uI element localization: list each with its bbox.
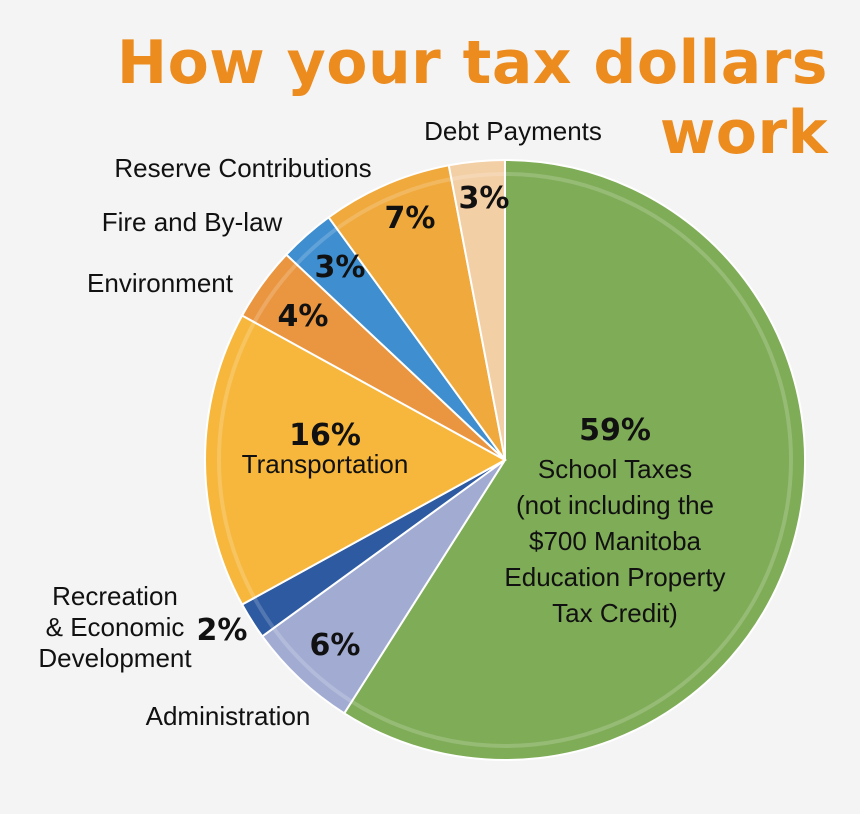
category-label-school-taxes-line-2: (not including the bbox=[516, 490, 714, 520]
percent-label-transportation: 16% bbox=[289, 418, 361, 453]
category-label-debt-line-1: Debt Payments bbox=[424, 116, 602, 146]
pie-slice-reserve bbox=[327, 164, 506, 461]
category-label-school-taxes-line-1: School Taxes bbox=[538, 454, 692, 484]
percent-label-recreation: 2% bbox=[197, 613, 248, 648]
category-label-administration-line-1: Administration bbox=[146, 701, 311, 731]
category-label-transportation-line-1: Transportation bbox=[242, 449, 409, 479]
category-label-school-taxes-line-3: $700 Manitoba bbox=[529, 526, 702, 556]
pie-inner-ring bbox=[217, 172, 793, 748]
category-label-environment-line-1: Environment bbox=[87, 268, 234, 298]
category-label-fire-bylaw-line-1: Fire and By-law bbox=[102, 207, 283, 237]
percent-label-administration: 6% bbox=[310, 628, 361, 663]
chart-title: How your tax dollars work bbox=[116, 28, 828, 168]
percent-label-environment: 4% bbox=[278, 299, 329, 334]
percent-label-fire-bylaw: 3% bbox=[315, 250, 366, 285]
percent-label-reserve: 7% bbox=[385, 201, 436, 236]
category-label-recreation-line-1: Recreation bbox=[52, 581, 178, 611]
category-label-reserve-line-1: Reserve Contributions bbox=[114, 153, 371, 183]
percent-label-debt: 3% bbox=[459, 181, 510, 216]
percent-label-school-taxes: 59% bbox=[579, 413, 651, 448]
category-label-school-taxes-line-5: Tax Credit) bbox=[552, 598, 678, 628]
pie-slice-transportation bbox=[204, 314, 508, 606]
pie-slice-school-taxes bbox=[342, 158, 806, 761]
pie-slice-debt bbox=[447, 158, 506, 461]
category-label-recreation-line-2: & Economic bbox=[46, 612, 185, 642]
category-label-recreation-line-3: Development bbox=[38, 643, 192, 673]
category-label-school-taxes-line-4: Education Property bbox=[504, 562, 725, 592]
